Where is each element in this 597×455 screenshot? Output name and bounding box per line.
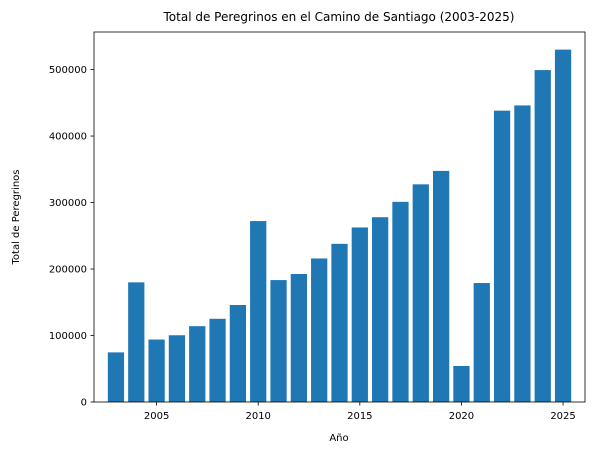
y-tick-label: 100000 [49,331,87,342]
bars-group [107,49,572,403]
bar-2019 [432,170,450,402]
bar-2010 [250,221,267,402]
bar-2015 [351,227,368,402]
bar-2023 [514,105,531,402]
y-tick-label: 500000 [49,65,87,76]
bar-2025 [554,49,572,403]
bar-2011 [270,280,287,402]
y-tick-label: 0 [81,398,87,409]
bar-2008 [209,318,226,402]
bar-2009 [229,305,247,402]
bar-2003 [107,352,125,402]
y-axis: 0 100000 200000 300000 400000 500000 [49,65,94,409]
x-axis-title: Año [329,433,348,444]
y-tick-label: 200000 [49,265,87,276]
bar-2005 [148,339,165,402]
x-tick-label: 2010 [245,411,270,422]
bar-2004 [128,282,145,402]
bar-2007 [189,326,206,402]
chart-title: Total de Peregrinos en el Camino de Sant… [163,10,515,24]
bar-2018 [412,184,429,402]
bar-2020 [453,366,470,402]
bar-2013 [311,258,328,402]
bar-2021 [473,283,490,402]
bar-2014 [331,243,348,402]
bar-2024 [534,70,551,402]
y-tick-label: 300000 [49,198,87,209]
x-tick-label: 2020 [449,411,474,422]
y-axis-title: Total de Peregrinos [11,170,22,266]
x-axis: 2005 2010 2015 2020 2025 [144,402,576,422]
bar-2016 [372,217,389,402]
bar-2017 [392,201,409,402]
plot-frame [93,31,586,403]
x-tick-label: 2015 [347,411,372,422]
bar-2022 [493,110,511,403]
x-tick-label: 2025 [550,411,575,422]
bar-2012 [290,274,307,402]
x-tick-label: 2005 [144,411,169,422]
bar-2006 [168,335,186,402]
y-tick-label: 400000 [49,132,87,143]
